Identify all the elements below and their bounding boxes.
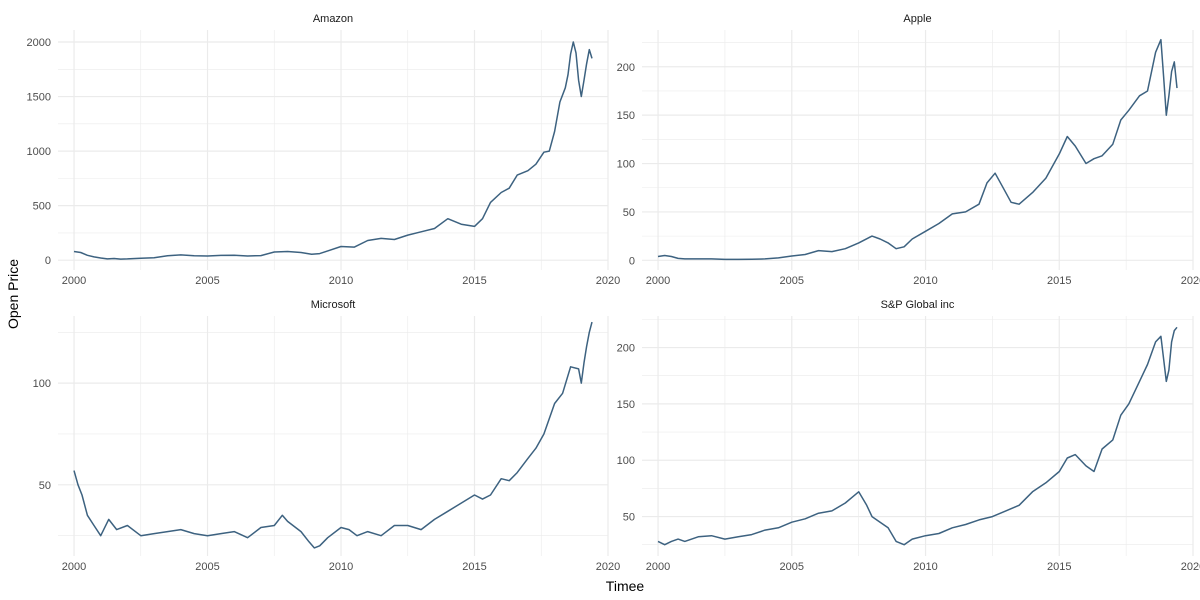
x-tick-label: 2005	[195, 275, 219, 287]
x-tick-label: 2010	[913, 275, 937, 287]
x-tick-label: 2000	[646, 275, 670, 287]
x-tick-label: 2000	[646, 561, 670, 573]
y-tick-label: 0	[629, 255, 635, 267]
series-line	[657, 38, 1178, 261]
series-line	[73, 41, 593, 260]
x-tick-label: 2010	[913, 561, 937, 573]
series-line	[657, 326, 1178, 546]
x-tick-label: 2000	[62, 275, 86, 287]
x-tick-label: 2005	[780, 275, 804, 287]
panel-title: S&P Global inc	[881, 299, 955, 311]
x-tick-label: 2020	[1181, 561, 1200, 573]
x-tick-label: 2015	[462, 275, 486, 287]
facet-panel-apple: Apple 0 50 100 150 200 2000 2005 2010 2015 2020	[617, 13, 1200, 287]
y-tick-label: 500	[33, 201, 51, 213]
x-axis-title: Timee	[606, 578, 645, 594]
x-tick-label: 2015	[1047, 561, 1071, 573]
y-tick-label: 2000	[27, 37, 51, 49]
x-tick-label: 2020	[1181, 275, 1200, 287]
y-tick-label: 100	[33, 378, 51, 390]
series-line	[73, 321, 593, 549]
x-tick-label: 2020	[596, 561, 620, 573]
x-tick-label: 2015	[1047, 275, 1071, 287]
x-tick-label: 2005	[780, 561, 804, 573]
y-tick-label: 150	[617, 399, 635, 411]
y-axis-title: Open Price	[5, 259, 21, 329]
x-tick-label: 2020	[596, 275, 620, 287]
y-tick-label: 150	[617, 110, 635, 122]
facet-panel-microsoft: Microsoft 50 100 2000 2005 2010 2015 2020	[33, 299, 621, 573]
y-tick-label: 0	[45, 255, 51, 267]
x-tick-label: 2000	[62, 561, 86, 573]
panel-title: Amazon	[313, 13, 353, 25]
panel-title: Apple	[903, 13, 931, 25]
y-tick-label: 200	[617, 62, 635, 74]
panel-title: Microsoft	[311, 299, 356, 311]
y-tick-label: 100	[617, 159, 635, 171]
y-tick-label: 1500	[27, 92, 51, 104]
y-tick-label: 50	[623, 512, 635, 524]
y-tick-label: 200	[617, 343, 635, 355]
x-tick-label: 2010	[329, 561, 353, 573]
y-tick-label: 100	[617, 455, 635, 467]
facet-panel-s-p-global-inc: S&P Global inc 50 100 150 200 2000 2005 2010 201…	[617, 299, 1200, 573]
y-tick-label: 50	[39, 480, 51, 492]
facet-panel-amazon: Amazon 0 500 1000 1500 2000 2000 2005 2010 2015 20…	[27, 13, 621, 287]
x-tick-label: 2010	[329, 275, 353, 287]
x-tick-label: 2005	[195, 561, 219, 573]
y-tick-label: 1000	[27, 146, 51, 158]
y-tick-label: 50	[623, 207, 635, 219]
x-tick-label: 2015	[462, 561, 486, 573]
